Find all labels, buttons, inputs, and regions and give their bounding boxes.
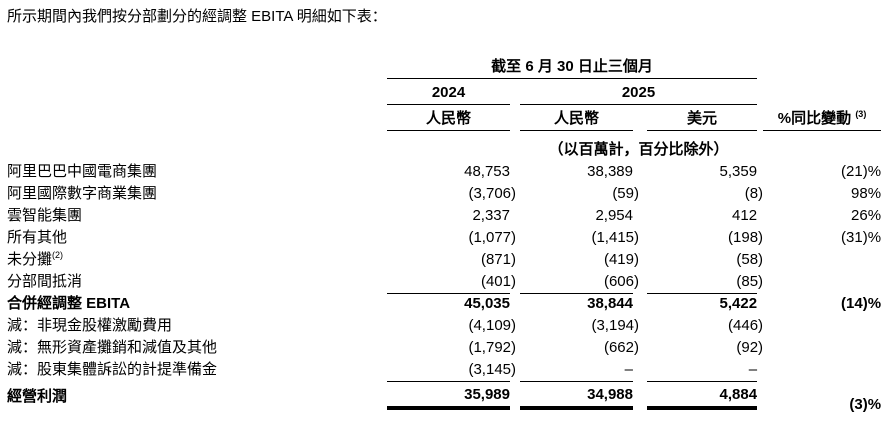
value-yoy: (21)% bbox=[841, 163, 882, 180]
value-rmb-2024: (3,145) bbox=[387, 359, 516, 382]
value-usd-2025: (92) bbox=[736, 339, 764, 356]
ebita-segment-table: 截至 6 月 30 日止三個月 2024 2025 人民幣 人民幣 美元 %同比… bbox=[7, 57, 882, 413]
value-usd-2025: 4,884 bbox=[647, 381, 758, 410]
value-rmb-2024: (3,706) bbox=[468, 185, 516, 202]
value-rmb-2025: (606) bbox=[520, 271, 639, 294]
segment-label: 合併經調整 EBITA bbox=[7, 295, 131, 312]
header-row-period: 截至 6 月 30 日止三個月 bbox=[7, 57, 881, 79]
value-rmb-2024: 2,337 bbox=[472, 207, 510, 224]
value-rmb-2024: (1,077) bbox=[468, 229, 516, 246]
header-spacer bbox=[7, 130, 387, 161]
row-footnote-marker: (2) bbox=[52, 250, 64, 260]
table-row-china-ecommerce: 阿里巴巴中國電商集團 48,753 38,389 5,359 (21)% bbox=[7, 161, 881, 183]
header-spacer bbox=[7, 104, 387, 130]
value-yoy bbox=[763, 271, 881, 293]
value-rmb-2025: (3,194) bbox=[591, 317, 639, 334]
value-rmb-2025: 2,954 bbox=[595, 207, 633, 224]
units-note: （以百萬計，百分比除外） bbox=[548, 141, 729, 158]
value-yoy bbox=[763, 249, 881, 271]
table-row-income-from-operations: 經營利潤 35,989 34,988 4,884 (3)% bbox=[7, 381, 882, 413]
value-rmb-2024: (1,792) bbox=[468, 339, 516, 356]
value-usd-2025: (85) bbox=[647, 271, 763, 294]
table-row-less-litigation-provision: 減：股東集體訴訟的計提準備金 (3,145) – – bbox=[7, 359, 881, 382]
table-row-inter-segment-elimination: 分部間抵消 (401) (606) (85) bbox=[7, 271, 881, 294]
value-rmb-2024: (4,109) bbox=[468, 317, 516, 334]
header-spacer bbox=[7, 57, 387, 78]
table-row-less-share-based-compensation: 減：非現金股權激勵費用 (4,109) (3,194) (446) bbox=[7, 315, 881, 337]
table-row-intl-digital-commerce: 阿里國際數字商業集團 (3,706) (59) (8) 98% bbox=[7, 183, 881, 205]
header-spacer bbox=[763, 78, 881, 104]
value-rmb-2024: 35,989 bbox=[387, 381, 510, 410]
value-yoy bbox=[763, 315, 881, 337]
segment-label: 經營利潤 bbox=[7, 388, 68, 405]
table-row-all-others: 所有其他 (1,077) (1,415) (198) (31)% bbox=[7, 227, 881, 249]
header-spacer bbox=[387, 130, 510, 161]
segment-label: 減：非現金股權激勵費用 bbox=[7, 317, 173, 334]
header-spacer bbox=[510, 130, 520, 161]
col-usd-2025-header: 美元 bbox=[647, 104, 758, 131]
value-rmb-2025: (662) bbox=[603, 339, 639, 356]
value-yoy: 98% bbox=[851, 185, 882, 202]
header-spacer bbox=[510, 104, 520, 130]
table-row-unallocated: 未分攤(2) (871) (419) (58) bbox=[7, 249, 881, 271]
value-rmb-2025: – bbox=[520, 359, 633, 382]
value-rmb-2024: (401) bbox=[387, 271, 516, 294]
value-rmb-2025: (1,415) bbox=[591, 229, 639, 246]
col-yoy-header: %同比變動 (3) bbox=[763, 104, 882, 131]
value-usd-2025: 412 bbox=[732, 207, 758, 224]
year-2025-header: 2025 bbox=[520, 78, 758, 105]
value-usd-2025: (8) bbox=[744, 185, 764, 202]
value-rmb-2025: 34,988 bbox=[520, 381, 633, 410]
header-row-units: （以百萬計，百分比除外） bbox=[7, 130, 881, 161]
header-row-years: 2024 2025 bbox=[7, 78, 881, 105]
value-yoy: (14)% bbox=[841, 295, 882, 312]
period-header: 截至 6 月 30 日止三個月 bbox=[387, 57, 758, 79]
value-rmb-2024: 48,753 bbox=[464, 163, 510, 180]
value-rmb-2025: (419) bbox=[603, 251, 639, 268]
value-usd-2025: (198) bbox=[728, 229, 764, 246]
header-spacer bbox=[633, 104, 647, 130]
value-usd-2025: 5,422 bbox=[719, 295, 758, 312]
segment-label: 阿里國際數字商業集團 bbox=[7, 185, 158, 202]
intro-title: 所示期間內我們按分部劃分的經調整 EBITA 明細如下表： bbox=[7, 8, 387, 25]
table-row-cloud-intelligence: 雲智能集團 2,337 2,954 412 26% bbox=[7, 205, 881, 227]
value-yoy: (3)% bbox=[849, 396, 882, 413]
value-usd-2025: (446) bbox=[728, 317, 764, 334]
table-row-less-amortization-impairment: 減：無形資產攤銷和減值及其他 (1,792) (662) (92) bbox=[7, 337, 881, 359]
segment-label: 未分攤(2) bbox=[7, 250, 64, 269]
value-rmb-2025: (59) bbox=[612, 185, 639, 202]
value-yoy: (31)% bbox=[841, 229, 882, 246]
value-rmb-2024: (871) bbox=[480, 251, 516, 268]
header-spacer bbox=[7, 78, 387, 104]
col-rmb-2025-header: 人民幣 bbox=[520, 104, 633, 131]
segment-label: 分部間抵消 bbox=[7, 273, 83, 290]
segment-label: 減：無形資產攤銷和減值及其他 bbox=[7, 339, 218, 356]
table-row-consolidated-adjusted-ebita: 合併經調整 EBITA 45,035 38,844 5,422 (14)% bbox=[7, 293, 881, 315]
value-yoy: 26% bbox=[851, 207, 882, 224]
segment-label: 阿里巴巴中國電商集團 bbox=[7, 163, 158, 180]
yoy-footnote-marker: (3) bbox=[855, 108, 867, 119]
header-row-currencies: 人民幣 人民幣 美元 %同比變動 (3) bbox=[7, 104, 882, 131]
year-2024-header: 2024 bbox=[387, 78, 510, 105]
value-usd-2025: 5,359 bbox=[719, 163, 758, 180]
value-rmb-2024: 45,035 bbox=[464, 295, 510, 312]
header-spacer bbox=[510, 78, 520, 104]
value-usd-2025: – bbox=[647, 359, 758, 382]
value-rmb-2025: 38,389 bbox=[587, 163, 633, 180]
value-usd-2025: (58) bbox=[736, 251, 764, 268]
col-rmb-2024-header: 人民幣 bbox=[387, 104, 510, 131]
segment-label: 所有其他 bbox=[7, 229, 68, 246]
value-yoy bbox=[763, 337, 881, 359]
header-spacer bbox=[763, 130, 881, 161]
value-rmb-2025: 38,844 bbox=[587, 295, 633, 312]
value-yoy bbox=[763, 359, 881, 381]
segment-label: 減：股東集體訴訟的計提準備金 bbox=[7, 361, 218, 378]
yoy-header-label: %同比變動 bbox=[777, 109, 852, 127]
header-spacer bbox=[763, 57, 881, 78]
segment-label: 雲智能集團 bbox=[7, 207, 83, 224]
